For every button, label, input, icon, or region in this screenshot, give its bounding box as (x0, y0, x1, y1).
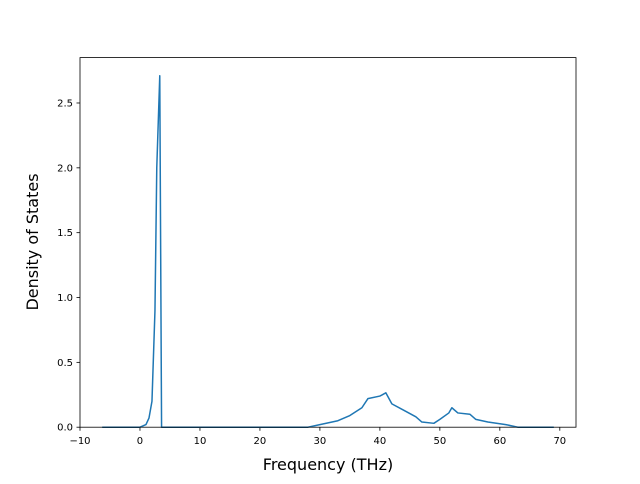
x-tick-label: −10 (69, 436, 90, 447)
x-tick-label: 60 (493, 436, 506, 447)
x-tick-label: 70 (553, 436, 566, 447)
y-tick-label: 0.0 (57, 423, 73, 434)
y-tick-label: 0.5 (57, 358, 73, 369)
x-tick-label: 30 (314, 436, 327, 447)
x-tick-label: 0 (137, 436, 143, 447)
line (102, 75, 554, 428)
x-tick-label: 10 (194, 436, 207, 447)
x-tick-label: 40 (374, 436, 387, 447)
x-tick-label: 50 (433, 436, 446, 447)
y-tick-label: 2.0 (57, 163, 73, 174)
y-axis-label: Density of States (23, 173, 42, 310)
y-tick-label: 1.0 (57, 293, 73, 304)
x-axis-label: Frequency (THz) (263, 455, 393, 474)
x-tick-label: 20 (254, 436, 267, 447)
y-tick-label: 1.5 (57, 228, 73, 239)
axes-frame (79, 57, 577, 428)
y-tick-label: 2.5 (57, 98, 73, 109)
